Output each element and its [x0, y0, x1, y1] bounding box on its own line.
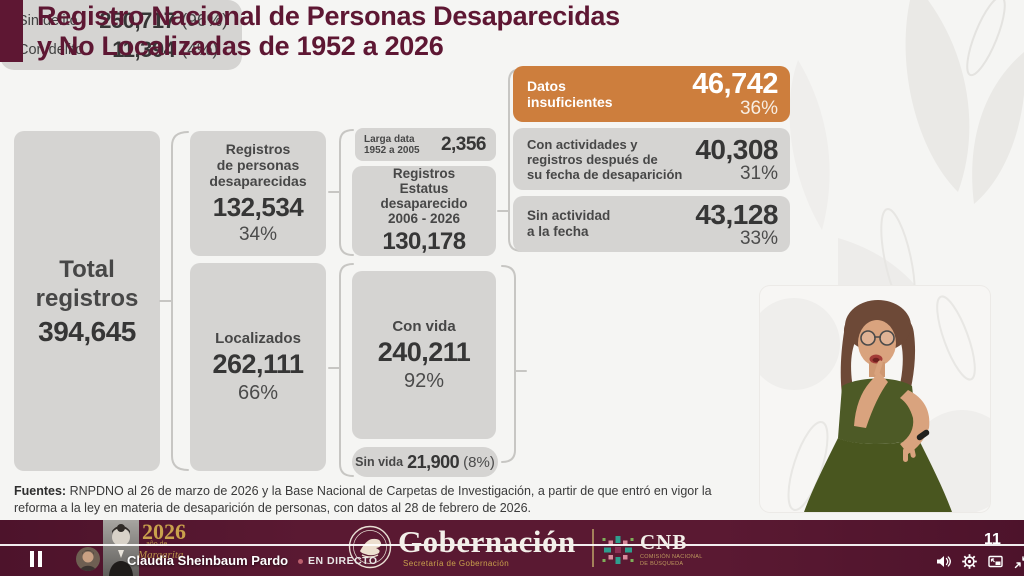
settings-gear-icon[interactable] — [962, 554, 977, 569]
slide-title: Registro Nacional de Personas Desapareci… — [37, 1, 620, 61]
larga-data-box: Larga data 1952 a 2005 2,356 — [355, 128, 496, 161]
con-delito-pct: (4%) — [181, 39, 219, 59]
total-registros-label: Total registros — [35, 255, 139, 312]
sin-actividad-pct: 33% — [739, 227, 778, 249]
datos-insuficientes-box: Datos insuficientes 46,742 36% — [513, 66, 790, 122]
picture-in-picture-icon[interactable] — [988, 554, 1003, 569]
con-vida-label: Con vida — [392, 317, 456, 335]
year-logo-sub2: Margarita — [138, 549, 184, 561]
con-actividades-value: 40,308 — [695, 133, 778, 165]
mexico-eagle-seal-icon — [348, 525, 392, 569]
registros-desaparecidas-label: Registros de personas desaparecidas — [209, 141, 307, 189]
datos-insuficientes-pct: 36% — [739, 98, 778, 119]
con-delito-label: Con delito — [18, 41, 84, 58]
sin-actividad-box: Sin actividad a la fecha 43,128 33% — [513, 196, 790, 252]
con-vida-pct: 92% — [403, 369, 445, 392]
con-actividades-pct: 31% — [739, 162, 778, 184]
localizados-pct: 66% — [237, 381, 279, 404]
avatar-image — [76, 547, 100, 571]
logo-divider — [592, 529, 594, 567]
cnb-ornament-icon — [602, 536, 634, 564]
brace-localizados-split — [328, 263, 354, 477]
pause-button[interactable] — [30, 551, 46, 567]
sin-delito-value: 250,717 — [99, 7, 176, 33]
registros-desaparecidas-pct: 34% — [238, 224, 278, 245]
sin-vida-pill: Sin vida 21,900 (8%) — [352, 447, 498, 477]
slide-page-number: 11 — [984, 531, 1001, 548]
sources-note: Fuentes: RNPDNO al 26 de marzo de 2026 y… — [14, 483, 714, 517]
footer-bar — [0, 520, 1024, 576]
live-badge[interactable]: EN DIRECTO — [298, 555, 378, 567]
larga-data-value: 2,356 — [440, 133, 487, 155]
sin-vida-value: 21,900 — [407, 451, 460, 472]
registros-estatus-value: 130,178 — [382, 228, 466, 255]
exit-fullscreen-icon[interactable] — [1014, 554, 1024, 569]
slide-title-line2: y No Localizadas de 1952 a 2026 — [37, 31, 444, 61]
slide-title-line1: Registro Nacional de Personas Desapareci… — [37, 1, 620, 31]
player-controls — [936, 554, 1024, 569]
larga-data-label: Larga data 1952 a 2005 — [364, 133, 420, 156]
registros-desaparecidas-box: Registros de personas desaparecidas 132,… — [190, 131, 326, 256]
con-actividades-box: Con actividades y registros después de s… — [513, 128, 790, 190]
datos-insuficientes-label: Datos insuficientes — [527, 78, 613, 110]
title-accent-rect — [0, 0, 23, 62]
con-vida-box: Con vida 240,211 92% — [352, 271, 496, 439]
volume-icon[interactable] — [936, 554, 951, 569]
sources-label: Fuentes: — [14, 484, 67, 498]
cnb-wordmark: CNB — [640, 530, 688, 554]
registros-desaparecidas-value: 132,534 — [212, 192, 304, 222]
localizados-label: Localizados — [215, 329, 301, 347]
brace-desaparecidas-split — [328, 129, 354, 256]
slide-title-years: 1952 a 2026 — [296, 31, 444, 61]
con-vida-value: 240,211 — [377, 336, 471, 367]
channel-avatar[interactable] — [76, 547, 100, 571]
localizados-value: 262,111 — [212, 348, 304, 379]
sin-vida-pct: (8%) — [463, 453, 495, 471]
brace-total-split — [159, 131, 189, 471]
datos-insuficientes-value: 46,742 — [692, 68, 778, 100]
gobernacion-subtitle: Secretaría de Gobernación — [403, 559, 510, 568]
gobernacion-wordmark: Gobernación — [398, 524, 576, 559]
sin-actividad-label: Sin actividad a la fecha — [527, 208, 611, 239]
sign-language-interpreter-panel — [760, 286, 990, 512]
total-registros-box: Total registros 394,645 — [14, 131, 160, 471]
sin-actividad-value: 43,128 — [695, 198, 778, 230]
registros-estatus-label: Registros Estatus desaparecido 2006 - 20… — [380, 166, 468, 226]
registros-estatus-box: Registros Estatus desaparecido 2006 - 20… — [352, 166, 496, 256]
cnb-subtitle: COMISIÓN NACIONAL DE BÚSQUEDA — [640, 554, 703, 567]
channel-name[interactable]: Claudia Sheinbaum Pardo — [127, 553, 289, 568]
localizados-box: Localizados 262,111 66% — [190, 263, 326, 471]
margarita-portrait — [103, 520, 139, 576]
sin-vida-label: Sin vida — [355, 455, 404, 469]
brace-convida-to-delito — [501, 265, 527, 463]
sign-language-interpreter — [760, 295, 990, 512]
total-registros-value: 394,645 — [38, 315, 136, 347]
sin-delito-label: Sin delito — [18, 12, 78, 29]
delito-box: Sin delito 250,717 (96%) Con delito 11,3… — [0, 0, 242, 70]
floral-ornament-background — [789, 0, 1024, 310]
con-delito-value: 11,394 — [112, 36, 176, 62]
sources-text: RNPDNO al 26 de marzo de 2026 y la Base … — [14, 484, 712, 515]
live-dot-icon — [298, 558, 303, 564]
video-progress-bar[interactable] — [0, 544, 1024, 546]
sin-delito-pct: (96%) — [181, 10, 228, 30]
con-actividades-label: Con actividades y registros después de s… — [527, 136, 683, 182]
live-label: EN DIRECTO — [308, 555, 378, 567]
year-logo: 2026 — [142, 519, 186, 544]
